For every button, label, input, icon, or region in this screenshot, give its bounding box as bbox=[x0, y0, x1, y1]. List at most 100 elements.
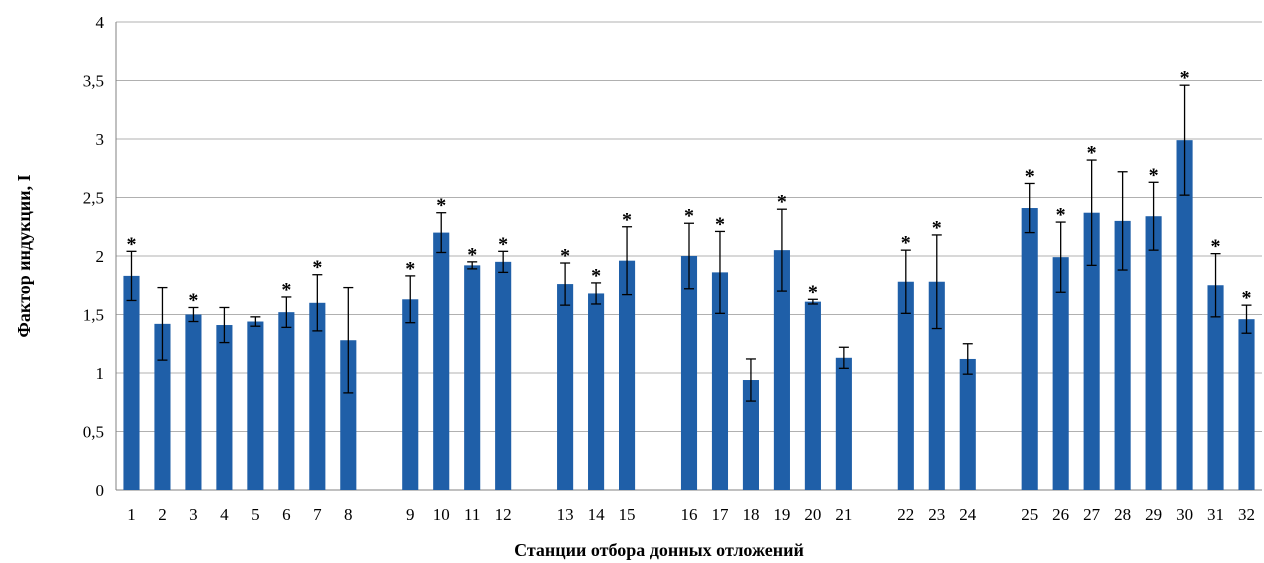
bar bbox=[1114, 220, 1131, 490]
bar bbox=[711, 272, 729, 490]
y-tick-label: 0 bbox=[96, 481, 105, 500]
error-bar bbox=[591, 282, 602, 305]
significance-marker: * bbox=[1180, 67, 1190, 89]
x-tick-label: 23 bbox=[928, 505, 945, 524]
x-tick-label: 28 bbox=[1114, 505, 1131, 524]
error-bar bbox=[807, 298, 818, 305]
error-bar bbox=[776, 208, 787, 292]
error-bar bbox=[1179, 84, 1190, 196]
bar bbox=[835, 357, 852, 490]
y-tick-label: 2 bbox=[96, 247, 105, 266]
bar bbox=[1021, 208, 1038, 490]
significance-marker: * bbox=[591, 265, 601, 287]
bar bbox=[433, 232, 450, 490]
significance-marker: * bbox=[1211, 236, 1221, 258]
x-tick-label: 9 bbox=[406, 505, 415, 524]
significance-marker: * bbox=[436, 195, 446, 217]
bar bbox=[742, 380, 759, 490]
error-bar bbox=[1086, 159, 1097, 267]
significance-marker: * bbox=[808, 281, 818, 303]
error-bar bbox=[684, 222, 694, 290]
x-tick-label: 22 bbox=[897, 505, 914, 524]
significance-marker: * bbox=[405, 258, 415, 280]
bar bbox=[928, 281, 945, 490]
bar bbox=[1238, 319, 1255, 490]
bar bbox=[1176, 140, 1193, 491]
bar bbox=[123, 275, 140, 490]
bars bbox=[123, 140, 1255, 491]
y-tick-label: 0,5 bbox=[83, 423, 104, 442]
x-tick-label: 14 bbox=[588, 505, 606, 524]
x-tick-labels: 1 2 3 4 5 6 7 8 9 10 11 12 13 14 15 16 17 18 19 20 21 22 23 24 2… bbox=[127, 505, 1255, 524]
bar bbox=[154, 323, 171, 490]
error-bar bbox=[1024, 182, 1035, 234]
x-axis-title: Станции отбора донных отложений bbox=[514, 540, 804, 560]
y-tick-label: 3,5 bbox=[83, 72, 104, 91]
error-bar bbox=[931, 234, 942, 330]
significance-marker: * bbox=[126, 233, 136, 255]
significance-marker: * bbox=[312, 257, 322, 279]
significance-marker: * bbox=[1149, 164, 1159, 186]
x-tick-label: 8 bbox=[344, 505, 353, 524]
bar bbox=[1052, 257, 1069, 490]
bar bbox=[773, 250, 790, 490]
x-tick-label: 5 bbox=[251, 505, 260, 524]
error-bar bbox=[436, 212, 447, 254]
x-tick-label: 17 bbox=[711, 505, 729, 524]
x-tick-label: 18 bbox=[742, 505, 759, 524]
x-tick-label: 13 bbox=[557, 505, 574, 524]
error-bar bbox=[1241, 304, 1252, 334]
x-tick-label: 30 bbox=[1176, 505, 1193, 524]
bar bbox=[959, 358, 976, 490]
bar bbox=[897, 281, 914, 490]
y-tick-label: 4 bbox=[96, 13, 105, 32]
y-tick-label: 2,5 bbox=[83, 189, 104, 208]
bar bbox=[557, 284, 574, 490]
error-bar bbox=[467, 261, 478, 270]
bar bbox=[278, 312, 295, 490]
bar bbox=[495, 261, 512, 490]
error-bar bbox=[188, 306, 199, 323]
x-tick-label: 20 bbox=[804, 505, 821, 524]
x-tick-label: 27 bbox=[1083, 505, 1101, 524]
significance-marker: * bbox=[901, 232, 911, 254]
significance-marker: * bbox=[281, 279, 291, 301]
error-bars bbox=[126, 84, 1252, 402]
y-tick-label: 1 bbox=[96, 364, 105, 383]
error-bar bbox=[962, 343, 973, 375]
bar bbox=[464, 265, 481, 490]
error-bar bbox=[157, 286, 168, 361]
error-bar bbox=[498, 250, 509, 274]
x-tick-label: 24 bbox=[959, 505, 977, 524]
error-bar bbox=[622, 226, 633, 296]
x-tick-label: 31 bbox=[1207, 505, 1224, 524]
x-tick-label: 26 bbox=[1052, 505, 1069, 524]
significance-marker: * bbox=[560, 245, 570, 267]
x-tick-label: 16 bbox=[681, 505, 698, 524]
error-bar bbox=[1055, 221, 1066, 293]
error-bar bbox=[281, 296, 292, 329]
bar bbox=[680, 256, 698, 490]
x-tick-label: 21 bbox=[835, 505, 852, 524]
x-tick-label: 11 bbox=[464, 505, 480, 524]
error-bar bbox=[1148, 181, 1159, 251]
x-tick-label: 15 bbox=[619, 505, 636, 524]
significance-marker: * bbox=[467, 244, 477, 266]
error-bar bbox=[312, 274, 323, 332]
significance-marker: * bbox=[622, 209, 632, 231]
bar bbox=[247, 321, 264, 490]
error-bar bbox=[250, 316, 261, 327]
x-tick-label: 7 bbox=[313, 505, 322, 524]
y-tick-labels: 0 0,5 1 1,5 2 2,5 3 3,5 4 bbox=[83, 13, 105, 500]
bar bbox=[340, 340, 357, 490]
significance-marker: * bbox=[188, 289, 198, 311]
significance-marker: * bbox=[684, 205, 694, 227]
error-bar bbox=[343, 286, 354, 394]
y-tick-label: 3 bbox=[96, 130, 105, 149]
x-tick-label: 1 bbox=[127, 505, 136, 524]
bar bbox=[588, 293, 605, 490]
x-tick-label: 32 bbox=[1238, 505, 1255, 524]
error-bar bbox=[714, 230, 725, 314]
significance-marker: * bbox=[715, 213, 725, 235]
